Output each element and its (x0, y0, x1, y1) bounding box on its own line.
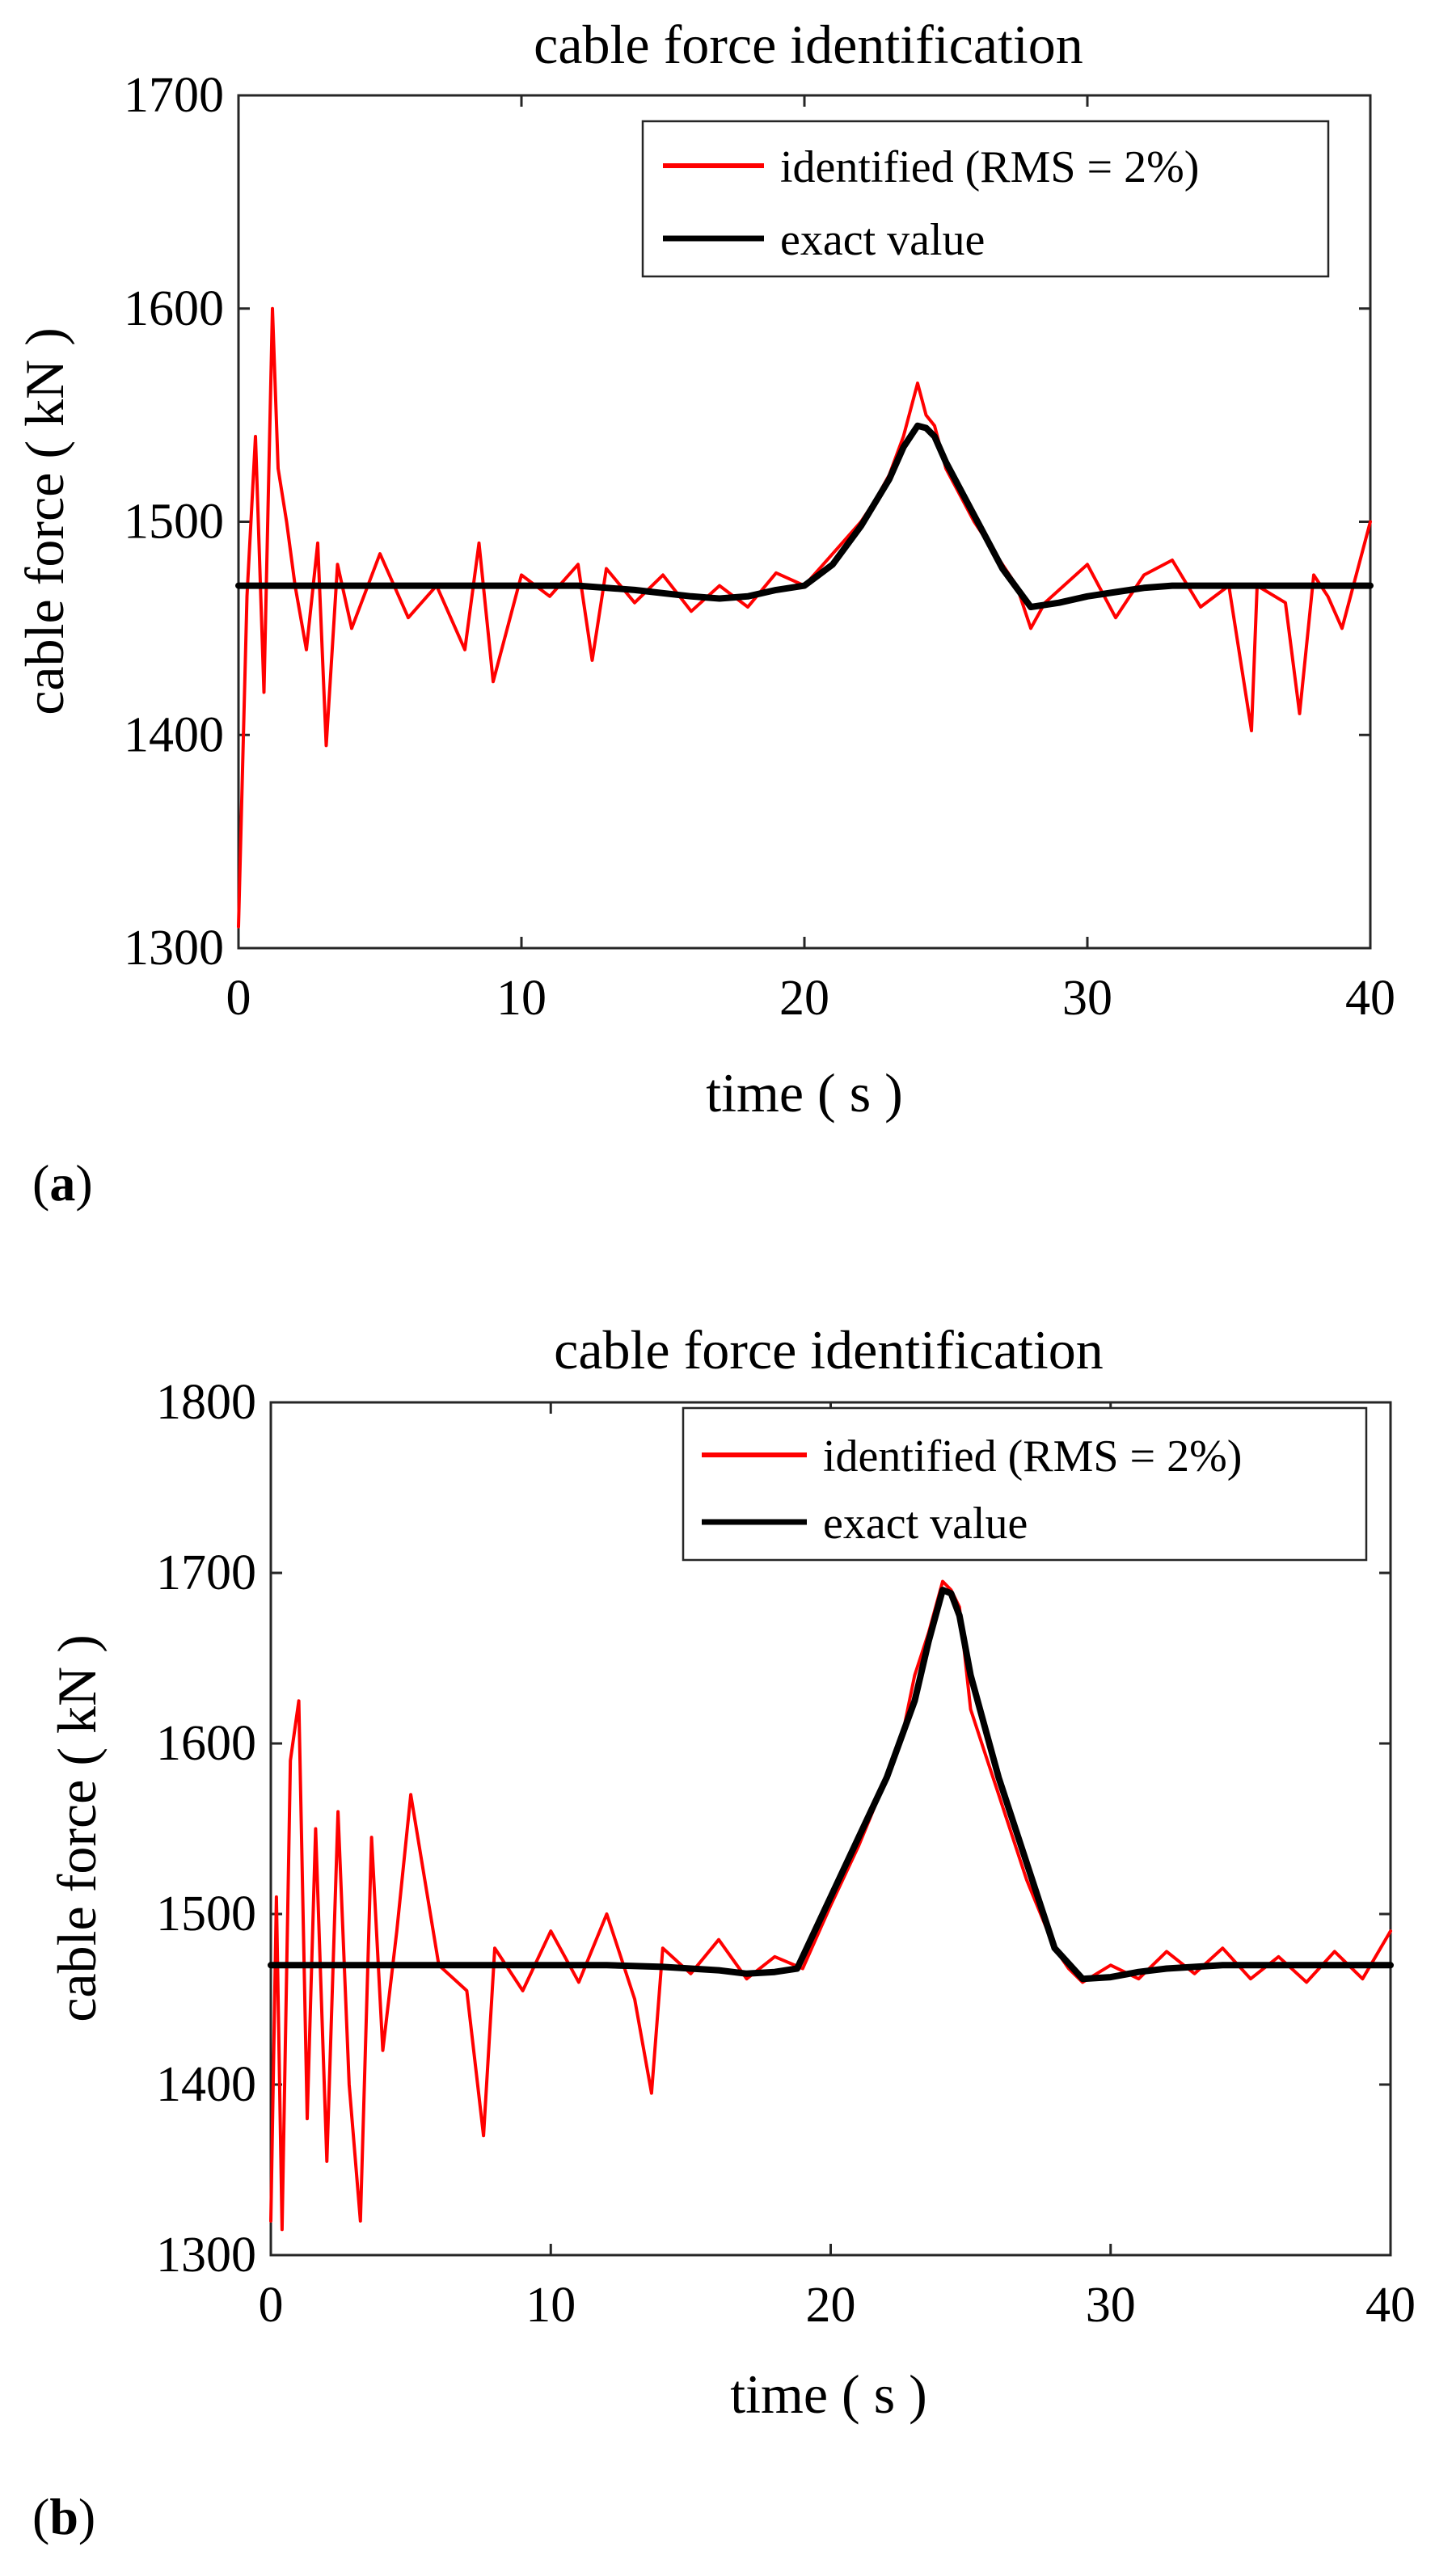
y-tick-label: 1600 (156, 1716, 256, 1771)
x-tick-label: 30 (1086, 2278, 1136, 2333)
y-tick-label: 1800 (156, 1375, 256, 1430)
y-tick-label: 1300 (124, 921, 224, 976)
legend-label-exact: exact value (823, 1499, 1028, 1549)
panel-label-b: (b) (32, 2488, 95, 2545)
x-tick-label: 40 (1345, 971, 1395, 1026)
chart-panel-a: cable force identification 1300 1400 1500 1… (14, 14, 1395, 1212)
legend-label-exact: exact value (780, 215, 985, 265)
legend-label-identified: identified (RMS = 2%) (780, 142, 1199, 192)
y-tick-label: 1600 (124, 281, 224, 336)
y-tick-label: 1300 (156, 2228, 256, 2283)
chart-title: cable force identification (534, 14, 1083, 75)
x-tick-label: 10 (496, 971, 547, 1026)
legend: identified (RMS = 2%) exact value (682, 1406, 1368, 1562)
chart-panel-b: cable force identification 1300 1400 1500 1… (32, 1319, 1416, 2545)
legend-label-identified: identified (RMS = 2%) (823, 1431, 1242, 1482)
y-axis-label: cable force ( kN ) (46, 1634, 108, 2022)
series-line-identified (269, 1579, 1392, 2232)
y-tick-label: 1400 (124, 707, 224, 762)
x-tick-label: 20 (779, 971, 829, 1026)
x-tick-label: 20 (806, 2278, 856, 2333)
y-tick-label: 1500 (124, 495, 224, 550)
x-tick-label: 30 (1062, 971, 1112, 1026)
chart-title: cable force identification (554, 1319, 1104, 1381)
y-tick-label: 1700 (124, 68, 224, 123)
legend-box (682, 1406, 1368, 1562)
series-line-identified (237, 306, 1372, 929)
series-line-exact (268, 1587, 1394, 1983)
y-tick-label: 1400 (156, 2057, 256, 2112)
x-tick-label: 0 (259, 2278, 284, 2333)
legend: identified (RMS = 2%) exact value (641, 120, 1330, 278)
panel-label-a: (a) (32, 1154, 93, 1212)
y-tick-label: 1500 (156, 1887, 256, 1941)
y-axis-label: cable force ( kN ) (14, 327, 75, 715)
panel-label-b-letter: b (49, 2488, 78, 2545)
y-tick-label: 1700 (156, 1545, 256, 1600)
x-tick-label: 40 (1365, 2278, 1416, 2333)
x-axis-label: time ( s ) (706, 1062, 903, 1124)
series-line-exact (235, 422, 1374, 610)
panel-label-a-letter: a (49, 1154, 75, 1212)
x-tick-label: 0 (226, 971, 251, 1026)
x-tick-label: 10 (525, 2278, 576, 2333)
legend-box (641, 120, 1330, 278)
x-axis-label: time ( s ) (730, 2363, 927, 2425)
